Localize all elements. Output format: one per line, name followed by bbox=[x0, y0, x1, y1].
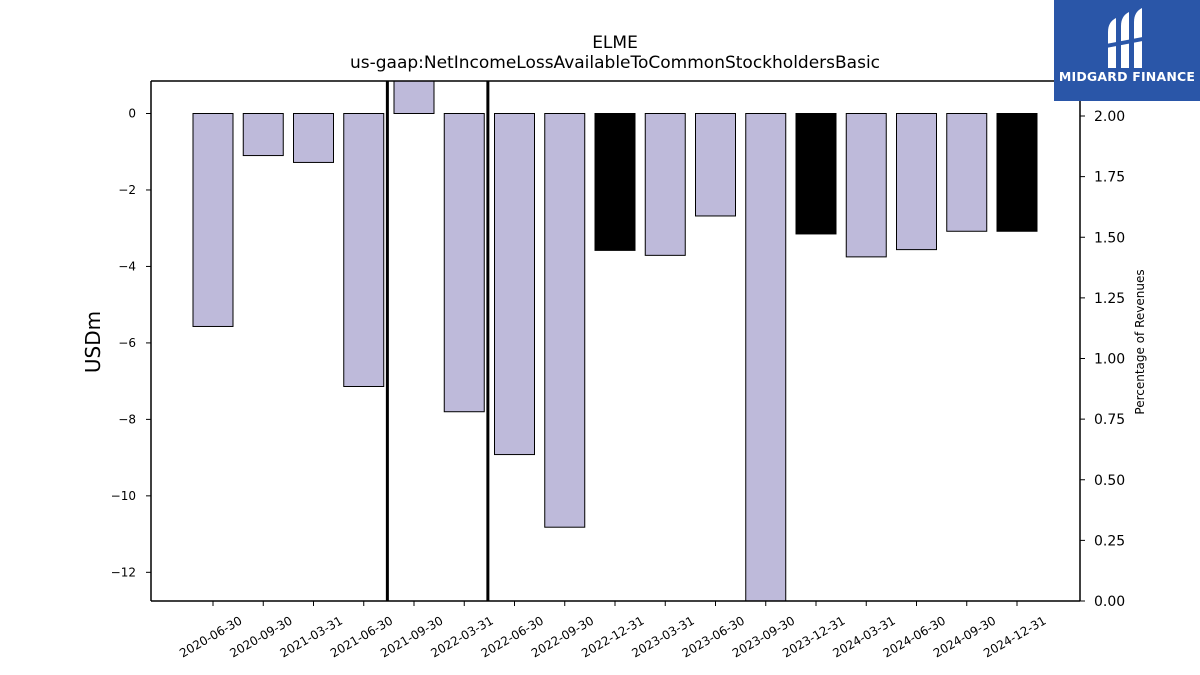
markers-group bbox=[385, 81, 490, 601]
y-right-tick-label: 0.25 bbox=[1094, 533, 1125, 549]
y-right-tick-label: 0.75 bbox=[1094, 412, 1125, 428]
y-right-tick-label: 1.75 bbox=[1094, 170, 1125, 186]
midgard-logo-icon bbox=[1106, 8, 1148, 68]
y-tick-label: −6 bbox=[118, 336, 136, 350]
bar-2023-09-30 bbox=[745, 113, 787, 602]
bar-2021-09-30 bbox=[393, 80, 435, 114]
bar-2024-12-31 bbox=[996, 113, 1038, 232]
y-right-tick-label: 1.00 bbox=[1094, 352, 1125, 368]
bar-2024-03-31 bbox=[845, 113, 887, 258]
y-right-tick-label: 1.50 bbox=[1094, 230, 1125, 246]
y-right-tick-label: 1.25 bbox=[1094, 291, 1125, 307]
y-right-tick-label: 0.50 bbox=[1094, 473, 1125, 489]
bar-2022-09-30 bbox=[544, 113, 586, 528]
bar-2022-03-31 bbox=[443, 113, 485, 413]
bar-2020-06-30 bbox=[192, 113, 234, 327]
bar-2020-09-30 bbox=[242, 113, 284, 157]
bar-2023-03-31 bbox=[644, 113, 686, 256]
y-right-tick-label: 2.00 bbox=[1094, 109, 1125, 125]
y-tick-label: 0 bbox=[128, 107, 136, 121]
bar-2021-03-31 bbox=[293, 113, 334, 163]
y-tick-label: −10 bbox=[111, 489, 136, 503]
bars-group bbox=[192, 80, 1038, 602]
y-tick-label: −4 bbox=[118, 259, 136, 273]
bar-2024-09-30 bbox=[946, 113, 988, 232]
chart-title: ELME bbox=[592, 33, 638, 53]
y-tick-label: −2 bbox=[118, 183, 136, 197]
bar-2023-06-30 bbox=[695, 113, 736, 217]
bar-2022-12-31 bbox=[594, 113, 636, 251]
brand-logo: MIDGARD FINANCE bbox=[1054, 0, 1200, 101]
bar-2023-12-31 bbox=[795, 113, 837, 235]
y-right-tick-label: 0.00 bbox=[1094, 594, 1125, 610]
bar-2021-06-30 bbox=[343, 113, 385, 387]
y-axis-label: USDm bbox=[81, 311, 105, 373]
bar-2022-06-30 bbox=[494, 113, 535, 456]
y-tick-label: −8 bbox=[118, 412, 136, 426]
logo-text: MIDGARD FINANCE bbox=[1058, 69, 1196, 84]
bar-2024-06-30 bbox=[896, 113, 937, 251]
y-tick-label: −12 bbox=[111, 565, 136, 579]
chart-subtitle: us-gaap:NetIncomeLossAvailableToCommonSt… bbox=[350, 53, 880, 73]
y-axis-label-right: Percentage of Revenues bbox=[1133, 269, 1147, 414]
